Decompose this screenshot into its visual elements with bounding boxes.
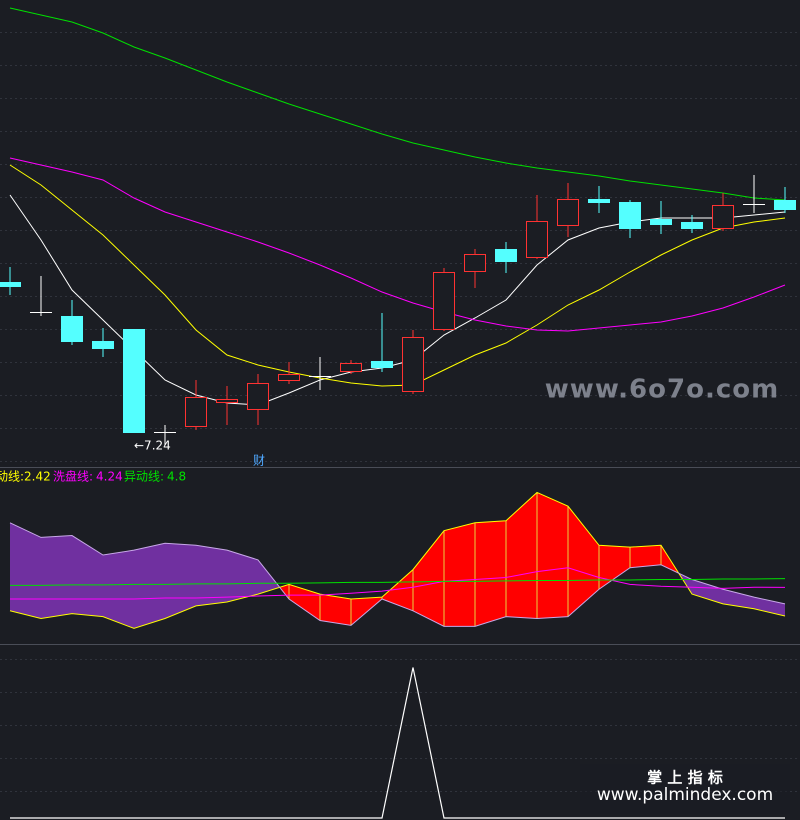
band-fill <box>196 545 227 606</box>
legend-value: 4.24 <box>96 470 123 484</box>
legend-value: 4.8 <box>167 470 186 484</box>
band-fill <box>537 492 568 619</box>
legend-name: 动线: <box>0 470 24 484</box>
band-fill <box>413 530 444 627</box>
series-line <box>9 491 786 629</box>
band-fill <box>320 594 351 626</box>
series-line <box>9 7 786 201</box>
band-fill <box>382 569 413 611</box>
footer-url: www.palmindex.com <box>597 785 773 805</box>
band-fill <box>568 506 599 617</box>
candle-body <box>464 254 486 272</box>
band-fill <box>444 522 475 627</box>
candle-body <box>402 337 424 392</box>
annotation: 财 <box>253 454 265 468</box>
candle-body <box>650 219 672 225</box>
candle-body <box>433 272 455 330</box>
candle-body <box>495 249 517 262</box>
candle-body <box>185 397 207 427</box>
legend-name: 洗盘线: <box>53 469 93 484</box>
candle-body <box>0 282 21 287</box>
candle-body <box>247 383 269 410</box>
candle-body <box>278 374 300 381</box>
band-fill <box>103 550 134 629</box>
watermark: www.6o7o.com <box>545 375 779 405</box>
series-line <box>10 578 786 586</box>
band-fill <box>692 579 723 604</box>
candle-body <box>340 363 362 372</box>
band-fill <box>227 550 258 602</box>
legend-name: 异动线: <box>124 470 164 484</box>
candle-body <box>216 399 238 403</box>
band-fill <box>506 492 537 619</box>
candle-body <box>681 222 703 229</box>
legend-value: 2.42 <box>24 470 51 484</box>
band-fill <box>165 543 196 619</box>
band-fill <box>630 545 661 568</box>
band-fill <box>599 545 630 590</box>
candle-body <box>588 199 610 203</box>
candle-body <box>61 316 83 342</box>
band-fill <box>475 520 506 627</box>
band-fill <box>289 584 320 621</box>
candle-body <box>526 221 548 258</box>
candle-body <box>619 202 641 229</box>
candle-body <box>154 432 176 433</box>
band-fill <box>258 559 280 595</box>
series-line <box>9 157 786 332</box>
legend: 动线: 2.42 洗盘线: 4.24 异动线: 4.8 <box>0 469 186 484</box>
candle-body <box>92 341 114 349</box>
band-fill <box>134 543 165 629</box>
series-line <box>10 567 786 600</box>
footer-backdrop <box>580 764 790 814</box>
series-line <box>9 522 786 627</box>
candle-body <box>371 361 393 368</box>
series-line <box>9 164 786 387</box>
band-fill <box>10 522 41 619</box>
footer-title: 掌 上 指 标 <box>647 769 723 787</box>
candle-body <box>309 376 331 377</box>
band-fill <box>41 535 72 619</box>
candle-body <box>30 312 52 313</box>
band-fill <box>723 589 754 609</box>
candle-body <box>123 329 145 433</box>
low-label: ←7.24 <box>134 439 171 453</box>
series-line <box>10 667 785 819</box>
candle-body <box>743 204 765 205</box>
candle-body <box>774 200 796 210</box>
candle-body <box>557 199 579 226</box>
band-fill <box>72 535 103 617</box>
candle-body <box>712 205 734 229</box>
band-fill <box>754 597 785 616</box>
